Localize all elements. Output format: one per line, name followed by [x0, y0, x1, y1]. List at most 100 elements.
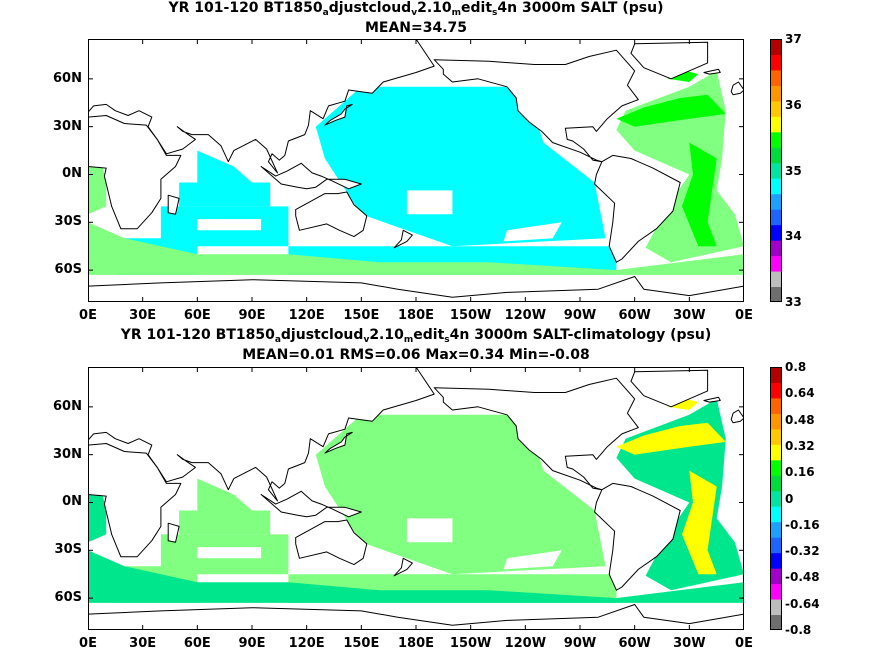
colorbar-tick-label: 35	[785, 163, 802, 178]
field-patch-8	[88, 222, 744, 275]
coastline-samerica	[594, 154, 681, 263]
panel2-map	[88, 367, 744, 630]
field-gap-0	[406, 190, 453, 215]
colorbar-swatch	[770, 397, 782, 414]
y-tick-label: 60S	[54, 262, 82, 278]
colorbar-swatch	[770, 568, 782, 585]
coastline-nz	[393, 229, 413, 249]
colorbar-swatch	[770, 147, 782, 164]
x-tick-label: 90E	[238, 308, 266, 323]
x-tick-label: 90W	[563, 308, 597, 323]
colorbar-swatch	[770, 178, 782, 195]
coastline-uk	[730, 409, 744, 424]
colorbar-frame	[770, 39, 782, 302]
panel1-map	[88, 39, 744, 302]
field-patch-6	[88, 166, 107, 215]
x-tick-label: 120E	[288, 308, 325, 323]
x-tick-label: 60E	[183, 636, 211, 651]
title-part: m	[451, 8, 462, 18]
colorbar-tick-label: -0.48	[785, 570, 820, 585]
colorbar-swatch	[770, 193, 782, 210]
colorbar-swatch	[770, 271, 782, 288]
title-part: 2.10	[369, 327, 404, 343]
x-tick-label: 150W	[449, 308, 492, 323]
coastline-namerica	[433, 49, 639, 163]
panel1-stats: MEAN=34.75	[364, 20, 468, 36]
coastline-australia	[295, 519, 368, 566]
colorbar-tick-label: -0.16	[785, 517, 820, 532]
colorbar-swatch	[770, 240, 782, 257]
title-part: djustcloud	[328, 0, 412, 16]
y-tick-label: 0N	[62, 494, 82, 510]
panel1-title: YR 101-120 BT1850adjustcloudv2.10medits4…	[88, 0, 744, 21]
coastline-africa	[88, 115, 182, 230]
colorbar-swatch	[770, 100, 782, 117]
x-tick-label: 60W	[618, 308, 651, 323]
title-part: a	[274, 335, 281, 345]
field-patch-4	[315, 86, 606, 247]
colorbar-swatch	[770, 537, 782, 554]
x-tick-label: 60E	[183, 308, 211, 323]
y-tick-label: 60N	[53, 398, 82, 414]
colorbar-swatch	[770, 583, 782, 600]
x-tick-label: 0E	[735, 636, 753, 651]
colorbar-swatch	[770, 444, 782, 461]
field-patch-4	[315, 414, 606, 575]
colorbar-swatch	[770, 39, 782, 55]
coastline-madagascar	[167, 194, 180, 215]
x-tick-label: 180E	[397, 636, 435, 651]
title-part: s	[444, 335, 450, 345]
colorbar-swatch	[770, 413, 782, 430]
x-tick-label: 30W	[673, 636, 706, 651]
coastline-antarctica	[88, 604, 744, 630]
colorbar-tick-label: 0.64	[785, 386, 815, 401]
coastline-eurasia	[88, 367, 435, 502]
title-part: s	[492, 8, 498, 18]
field-patch-2	[197, 150, 252, 183]
y-tick-label: 30N	[53, 118, 82, 134]
colorbar-swatch	[770, 552, 782, 569]
title-part: YR 101-120 BT1850	[168, 0, 323, 16]
colorbar-tick-label: 34	[785, 229, 802, 244]
title-part: edit	[461, 0, 493, 16]
x-tick-label: 0E	[79, 308, 97, 323]
colorbar-swatch	[770, 116, 782, 133]
colorbar-tick-label: -0.64	[785, 596, 820, 611]
colorbar-frame	[770, 367, 782, 630]
colorbar-tick-label: 36	[785, 97, 802, 112]
title-part: djustcloud	[280, 327, 364, 343]
field-patch-1	[179, 510, 271, 535]
colorbar-swatch	[770, 367, 782, 383]
colorbar-tick-label: 0	[785, 491, 794, 506]
x-tick-label: 180E	[397, 308, 435, 323]
coastline-samerica	[594, 482, 681, 591]
coastline-uk	[730, 81, 744, 96]
x-tick-label: 120W	[504, 636, 547, 651]
panel2-stats: MEAN=0.01 RMS=0.06 Max=0.34 Min=-0.08	[242, 347, 590, 363]
coastline-australia	[295, 191, 368, 238]
x-tick-label: 120E	[288, 636, 325, 651]
colorbar-swatch	[770, 428, 782, 445]
title-part: 2.10	[417, 0, 452, 16]
y-tick-label: 60N	[53, 70, 82, 86]
title-part: 4n 3000m SALT (psu)	[497, 0, 664, 16]
x-tick-label: 90W	[563, 636, 597, 651]
coastline-greenland	[630, 41, 709, 80]
colorbar-tick-label: 0.16	[785, 465, 815, 480]
panel2-colorbar	[770, 367, 782, 630]
panel2-title: YR 101-120 BT1850adjustcloudv2.10medits4…	[88, 327, 744, 348]
title-part: a	[322, 8, 329, 18]
colorbar-swatch	[770, 85, 782, 102]
colorbar-swatch	[770, 69, 782, 86]
field-gap-2	[197, 219, 262, 231]
field-patch-9	[667, 397, 699, 410]
panel1-colorbar	[770, 39, 782, 302]
title-part: YR 101-120 BT1850	[120, 327, 275, 343]
colorbar-swatch	[770, 521, 782, 538]
coastline-greenland	[630, 369, 709, 408]
x-tick-label: 150E	[343, 636, 380, 651]
x-tick-label: 30E	[129, 308, 157, 323]
y-tick-label: 0N	[62, 166, 82, 182]
colorbar-swatch	[770, 475, 782, 492]
coastline-iceland	[703, 396, 721, 403]
